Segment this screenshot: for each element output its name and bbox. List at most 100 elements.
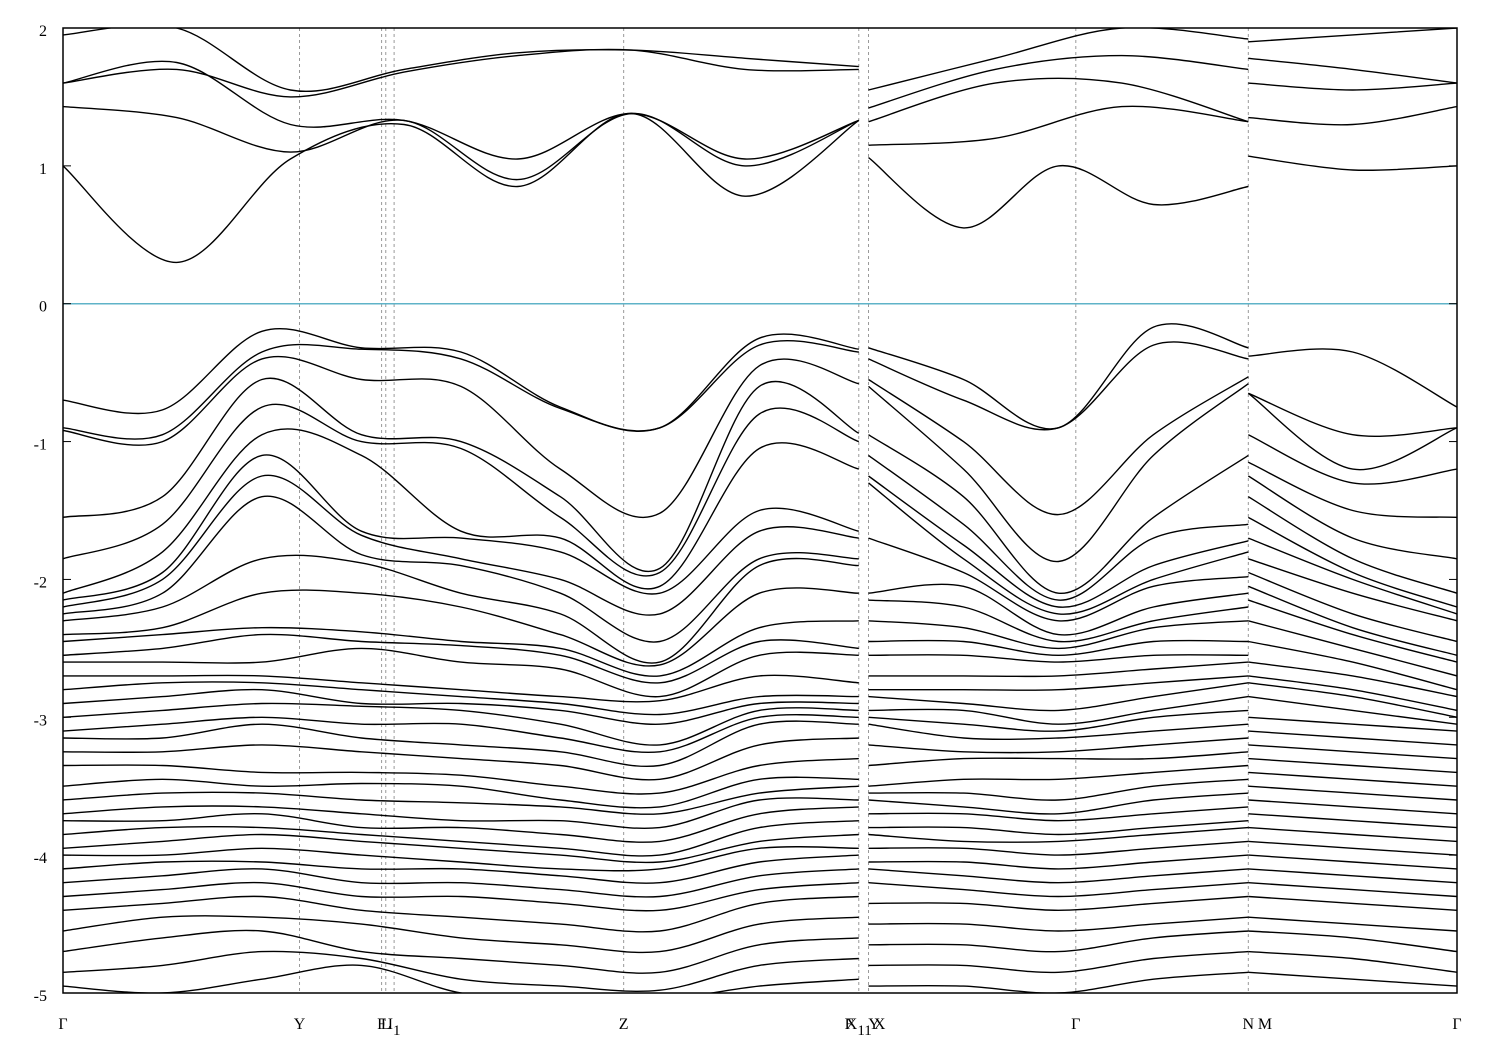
band-2-segment-0 bbox=[63, 60, 860, 160]
band-12-segment-0 bbox=[63, 474, 859, 616]
band-29-segment-1 bbox=[868, 792, 1249, 815]
band-32-segment-2 bbox=[1248, 826, 1457, 843]
band-4-segment-0 bbox=[63, 28, 859, 92]
band-24-segment-2 bbox=[1248, 716, 1457, 732]
band-10-segment-2 bbox=[1247, 475, 1457, 560]
band-33-segment-1 bbox=[868, 840, 1249, 856]
y-tick-label-2: 0 bbox=[39, 299, 47, 316]
band-10-segment-0 bbox=[63, 428, 859, 594]
band-22-segment-1 bbox=[868, 695, 1249, 725]
band-21-segment-2 bbox=[1248, 675, 1457, 712]
band-21-segment-0 bbox=[63, 688, 859, 725]
band-16-segment-2 bbox=[1248, 585, 1457, 656]
band-1-segment-2 bbox=[1248, 105, 1457, 126]
band-32-segment-1 bbox=[868, 826, 1249, 843]
band-0-segment-2 bbox=[1248, 155, 1457, 171]
x-tick-label-5: Z bbox=[619, 1016, 629, 1033]
band-37-segment-1 bbox=[868, 895, 1249, 912]
band-38-segment-2 bbox=[1248, 916, 1457, 932]
band-30-segment-0 bbox=[63, 806, 859, 843]
band-9-segment-2 bbox=[1248, 461, 1457, 519]
x-tick-label-4: I1 bbox=[388, 1016, 401, 1039]
band-20-segment-0 bbox=[63, 681, 859, 716]
band-7-segment-2 bbox=[1247, 392, 1457, 471]
band-36-segment-0 bbox=[63, 881, 859, 912]
y-tick-label-5: -3 bbox=[34, 712, 47, 729]
y-tick-label-1: 1 bbox=[39, 161, 47, 178]
band-23-segment-1 bbox=[868, 709, 1249, 732]
y-tick-label-6: -4 bbox=[34, 850, 47, 867]
band-26-segment-2 bbox=[1248, 744, 1457, 760]
band-18-segment-1 bbox=[868, 654, 1249, 663]
band-24-segment-1 bbox=[868, 723, 1249, 741]
band-40-segment-0 bbox=[63, 950, 859, 992]
band-38-segment-0 bbox=[63, 915, 859, 954]
band-7-segment-1 bbox=[868, 376, 1249, 516]
band-24-segment-0 bbox=[63, 720, 859, 767]
band-34-segment-2 bbox=[1248, 854, 1457, 870]
band-29-segment-0 bbox=[63, 797, 859, 830]
band-25-segment-1 bbox=[868, 737, 1249, 754]
band-6-segment-2 bbox=[1248, 392, 1457, 437]
band-8-segment-0 bbox=[63, 377, 860, 572]
band-12-segment-2 bbox=[1247, 516, 1457, 608]
band-16-segment-0 bbox=[63, 620, 859, 677]
band-14-segment-0 bbox=[63, 554, 859, 664]
band-20-segment-1 bbox=[868, 675, 1249, 691]
band-7-segment-0 bbox=[63, 355, 859, 519]
band-9-segment-1 bbox=[868, 434, 1249, 594]
band-28-segment-1 bbox=[868, 778, 1249, 801]
band-34-segment-1 bbox=[868, 854, 1249, 870]
band-15-segment-2 bbox=[1248, 571, 1457, 643]
x-tick-label-9: X bbox=[874, 1016, 886, 1033]
band-14-segment-2 bbox=[1248, 558, 1457, 622]
band-16-segment-1 bbox=[868, 620, 1249, 650]
band-25-segment-0 bbox=[63, 737, 859, 781]
band-29-segment-2 bbox=[1248, 785, 1457, 801]
band-18-segment-2 bbox=[1248, 620, 1457, 677]
band-5-segment-0 bbox=[63, 327, 859, 432]
band-36-segment-1 bbox=[868, 882, 1249, 898]
x-tick-label-6: F bbox=[845, 1016, 854, 1033]
band-0-segment-0 bbox=[63, 112, 860, 264]
band-13-segment-2 bbox=[1248, 537, 1457, 615]
band-3-segment-2 bbox=[1248, 57, 1457, 84]
band-5-segment-2 bbox=[1248, 348, 1457, 408]
band-27-segment-2 bbox=[1248, 757, 1457, 774]
band-3-segment-1 bbox=[868, 54, 1249, 109]
y-tick-label-0: 2 bbox=[39, 23, 47, 40]
band-40-segment-1 bbox=[868, 950, 1249, 974]
y-axis-ticks: 2 1 0 -1 -2 -3 -4 -5 bbox=[34, 23, 1457, 1005]
x-tick-label-2: F bbox=[377, 1016, 386, 1033]
x-tick-label-1: Y bbox=[294, 1016, 306, 1033]
band-27-segment-1 bbox=[868, 764, 1249, 787]
band-1-segment-1 bbox=[868, 105, 1249, 146]
x-tick-label-11: N bbox=[1243, 1016, 1255, 1033]
band-13-segment-1 bbox=[868, 537, 1249, 622]
band-40-segment-2 bbox=[1248, 950, 1457, 973]
band-35-segment-2 bbox=[1248, 868, 1457, 884]
x-tick-label-0: Γ bbox=[58, 1016, 67, 1033]
band-26-segment-1 bbox=[868, 751, 1249, 767]
band-17-segment-1 bbox=[868, 639, 1249, 657]
band-39-segment-0 bbox=[63, 929, 859, 974]
band-2-segment-2 bbox=[1248, 82, 1457, 91]
plot-frame bbox=[62, 27, 1458, 994]
band-14-segment-1 bbox=[868, 583, 1249, 636]
band-20-segment-2 bbox=[1248, 661, 1457, 698]
band-10-segment-1 bbox=[868, 454, 1249, 601]
band-30-segment-1 bbox=[868, 806, 1249, 822]
x-tick-label-3: L bbox=[381, 1016, 391, 1033]
band-15-segment-1 bbox=[868, 599, 1249, 643]
x-tick-label-10: Γ bbox=[1071, 1016, 1080, 1033]
band-22-segment-2 bbox=[1248, 682, 1457, 718]
high-symmetry-lines bbox=[299, 28, 1249, 993]
band-34-segment-0 bbox=[63, 854, 859, 884]
band-30-segment-2 bbox=[1248, 799, 1457, 815]
x-tick-label-12: M bbox=[1258, 1016, 1272, 1033]
band-1-segment-0 bbox=[63, 105, 860, 181]
band-23-segment-2 bbox=[1248, 695, 1457, 725]
band-11-segment-2 bbox=[1247, 496, 1457, 594]
